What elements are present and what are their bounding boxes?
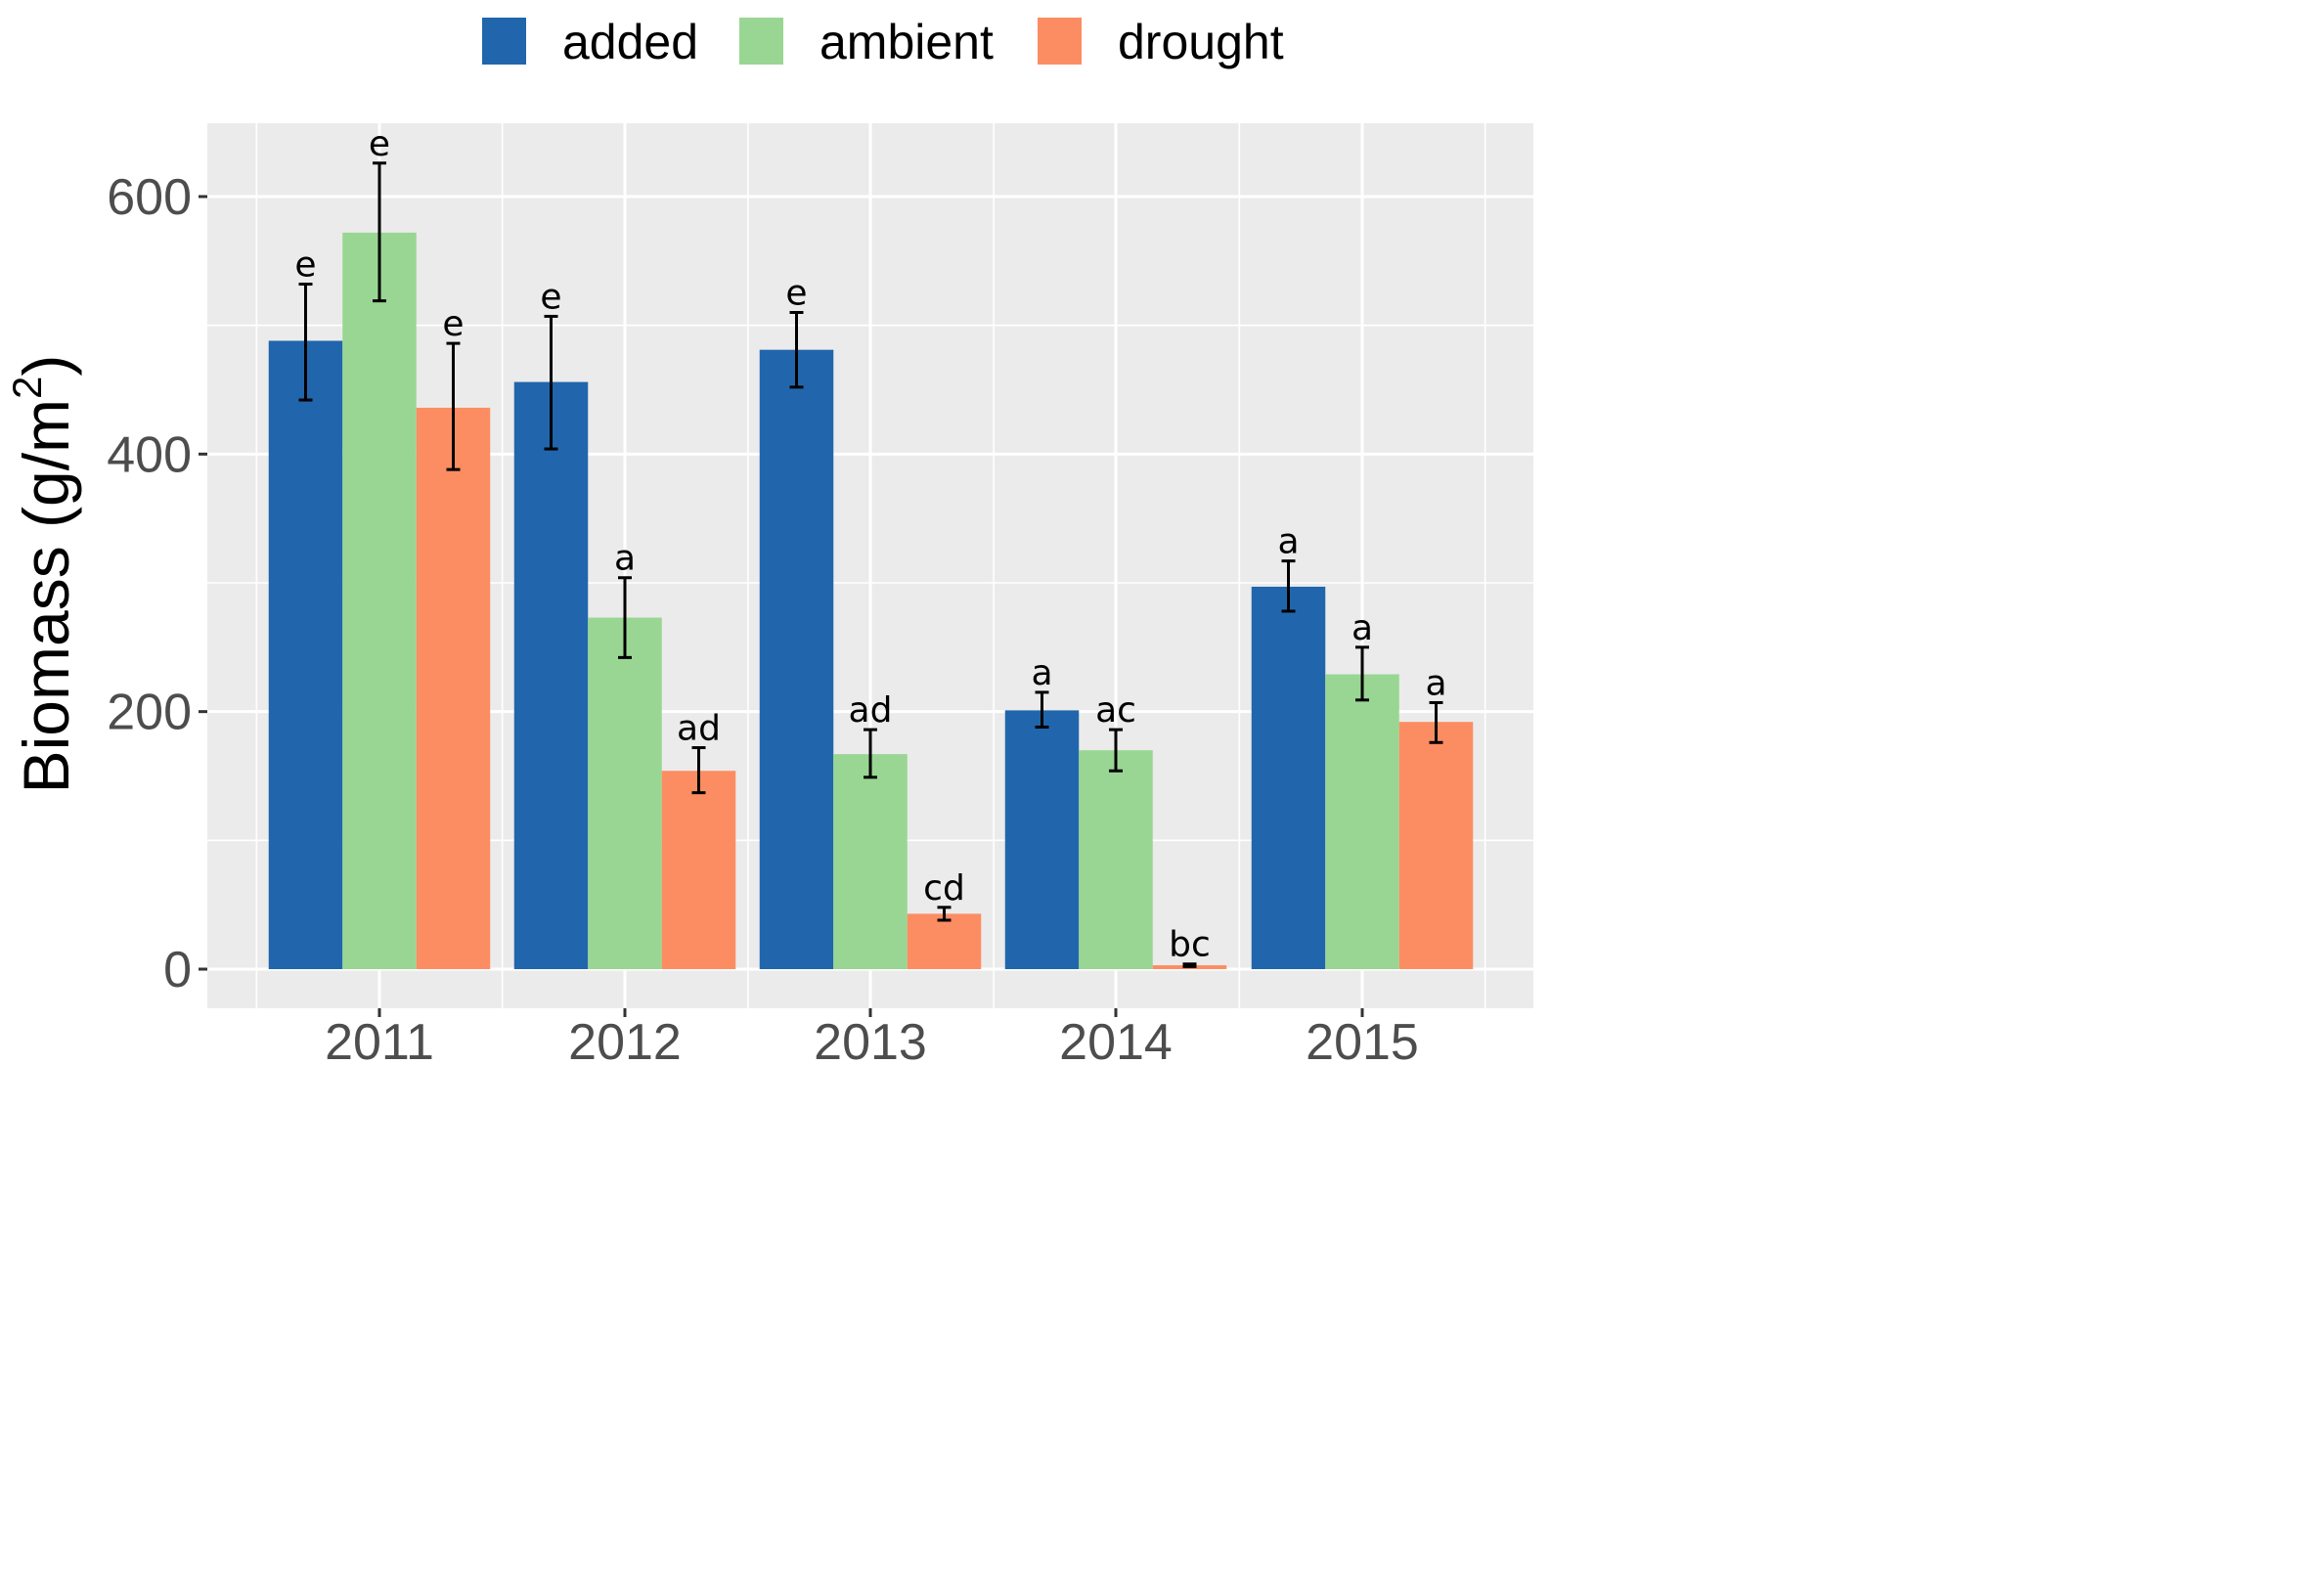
significance-letter-ambient-2011: e (369, 124, 390, 164)
y-axis-title-superscript: 2 (4, 377, 50, 399)
legend: added ambient drought (482, 15, 1284, 69)
significance-letter-drought-2013: cd (923, 868, 965, 909)
x-tick-label-2015: 2015 (1306, 1014, 1419, 1063)
significance-letter-ambient-2014: ac (1095, 690, 1136, 731)
legend-key-drought (1038, 18, 1082, 65)
legend-item-drought: drought (1038, 15, 1284, 69)
error-bar-added-2011 (298, 283, 313, 402)
legend-label-added: added (562, 15, 698, 69)
y-axis-title: Biomass (g/m2) (4, 355, 82, 794)
bar-drought-2012 (661, 771, 736, 969)
error-bar-added-2012 (544, 314, 558, 451)
bar-added-2015 (1251, 586, 1326, 969)
error-bar-ambient-2011 (373, 161, 386, 303)
significance-letter-ambient-2012: a (614, 539, 636, 579)
x-axis: 2011 2012 2013 2014 2015 (325, 1008, 1419, 1063)
error-bar-added-2014 (1035, 690, 1049, 729)
error-bar-ambient-2013 (864, 728, 877, 779)
x-tick-label-2012: 2012 (568, 1014, 682, 1063)
significance-letter-drought-2012: ad (677, 709, 721, 749)
bar-ambient-2015 (1325, 674, 1399, 969)
legend-item-added: added (482, 15, 698, 69)
y-axis-title-close: ) (10, 355, 82, 377)
error-bar-ambient-2014 (1109, 728, 1123, 773)
error-bar-drought-2014 (1182, 962, 1197, 968)
bar-ambient-2013 (833, 754, 908, 969)
error-bar-ambient-2015 (1355, 645, 1369, 702)
bar-drought-2011 (416, 407, 491, 969)
significance-letter-drought-2011: e (442, 304, 464, 344)
error-bar-added-2013 (789, 311, 804, 389)
legend-label-ambient: ambient (820, 15, 994, 69)
x-tick-label-2014: 2014 (1059, 1014, 1173, 1063)
y-axis-title-text: Biomass (g/m (10, 399, 82, 793)
bar-added-2011 (268, 340, 343, 969)
biomass-chart: added ambient drought e e e e a ad e ad cd a ac bc a a a… (4, 15, 1533, 1063)
significance-letter-added-2011: e (294, 245, 316, 286)
error-bar-drought-2012 (691, 746, 706, 795)
legend-label-drought: drought (1118, 15, 1284, 69)
significance-letter-added-2013: e (785, 274, 807, 314)
error-bar-drought-2013 (937, 906, 952, 922)
error-bar-ambient-2012 (618, 576, 632, 659)
bar-added-2013 (759, 349, 834, 969)
significance-letters: e e e e a ad e ad cd a ac bc a a a (294, 124, 1446, 965)
x-tick-label-2013: 2013 (814, 1014, 927, 1063)
error-bars (298, 161, 1443, 968)
bar-ambient-2014 (1079, 750, 1153, 969)
bar-drought-2015 (1398, 722, 1474, 969)
significance-letter-drought-2015: a (1425, 663, 1446, 703)
error-bar-drought-2011 (446, 341, 461, 471)
bar-added-2012 (513, 381, 589, 970)
significance-letter-ambient-2015: a (1351, 608, 1373, 648)
significance-letter-added-2015: a (1277, 522, 1299, 562)
y-tick-label: 200 (107, 685, 192, 741)
bar-ambient-2011 (342, 232, 417, 969)
x-tick-label-2011: 2011 (325, 1014, 434, 1063)
bar-added-2014 (1004, 710, 1080, 969)
legend-item-ambient: ambient (739, 15, 994, 69)
significance-letter-added-2014: a (1031, 653, 1052, 693)
significance-letter-ambient-2013: ad (849, 690, 893, 731)
y-tick-label: 600 (107, 169, 192, 226)
y-tick-label: 400 (107, 426, 192, 483)
bars (268, 232, 1474, 970)
y-axis: 0 200 400 600 (107, 169, 207, 998)
bar-drought-2013 (907, 913, 982, 969)
error-bar-drought-2015 (1429, 700, 1443, 744)
legend-key-ambient (739, 18, 783, 65)
bar-ambient-2012 (588, 617, 662, 969)
legend-key-added (482, 18, 526, 65)
significance-letter-added-2012: e (540, 277, 561, 317)
significance-letter-drought-2014: bc (1169, 925, 1211, 965)
y-tick-label: 0 (163, 942, 192, 998)
error-bar-added-2015 (1281, 559, 1296, 613)
